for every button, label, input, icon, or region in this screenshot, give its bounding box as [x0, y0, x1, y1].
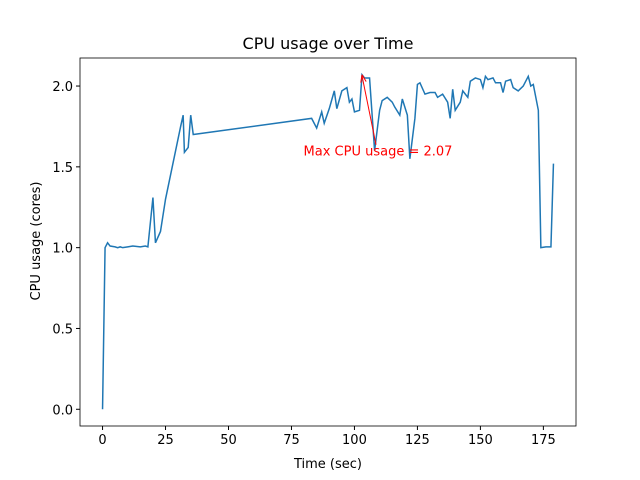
x-tick-label: 175 — [531, 433, 556, 448]
annotation: Max CPU usage = 2.07 — [304, 145, 453, 160]
y-tick-label: 2.0 — [52, 80, 73, 95]
x-tick-label: 100 — [342, 433, 367, 448]
annotation-arrowhead — [360, 74, 367, 83]
y-tick-label: 0.0 — [52, 403, 73, 418]
y-axis-label: CPU usage (cores) — [29, 182, 44, 301]
chart-title: CPU usage over Time — [243, 34, 414, 53]
x-tick-label: 25 — [157, 433, 174, 448]
y-tick-label: 1.0 — [52, 242, 73, 257]
line — [101, 72, 555, 410]
x-tick-label: 0 — [98, 433, 106, 448]
x-tick-label: 75 — [283, 433, 300, 448]
y-tick-label: 1.5 — [52, 161, 73, 176]
x-tick-label: 150 — [468, 433, 493, 448]
y-tick-label: 0.5 — [52, 322, 73, 337]
x-tick-label: 50 — [220, 433, 237, 448]
x-tick-label: 125 — [405, 433, 430, 448]
annotation-arrow — [361, 75, 377, 145]
plot-frame — [79, 57, 577, 427]
x-axis-label: Time (sec) — [293, 457, 362, 472]
